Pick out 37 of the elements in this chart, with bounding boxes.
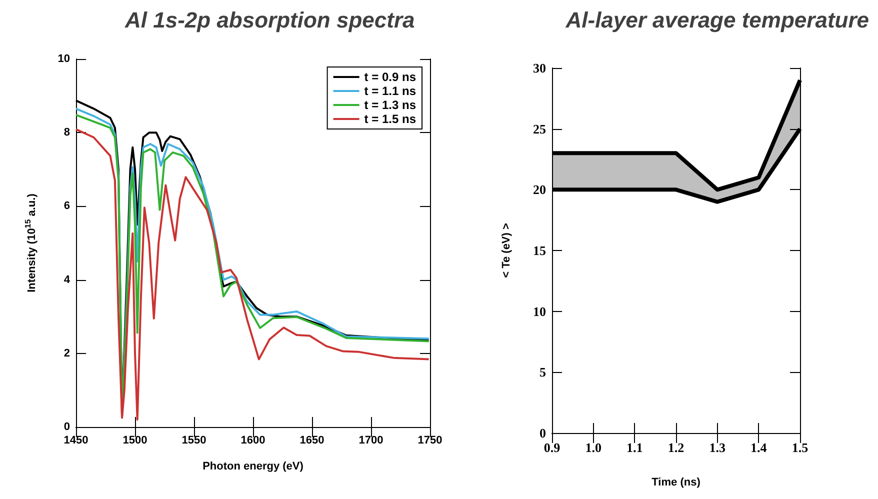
y-tick-label: 15	[533, 243, 546, 258]
legend-label: t = 0.9 ns	[364, 70, 416, 84]
x-tick-label: 1550	[182, 434, 206, 446]
x-axis-title: Time (ns)	[652, 476, 701, 488]
x-tick-label: 1.0	[585, 440, 602, 455]
chart-title: Al-layer average temperature	[564, 8, 870, 32]
y-tick-label: 2	[64, 347, 70, 360]
y-tick-label: 5	[540, 364, 546, 380]
y-tick-label: 10	[533, 304, 546, 319]
y-tick-label: 0	[540, 426, 546, 440]
x-tick-label: 0.9	[544, 440, 561, 455]
x-tick-label: 1.2	[668, 440, 684, 455]
y-tick-label: 25	[533, 121, 546, 136]
chart-title: Al 1s-2p absorption spectra	[124, 8, 415, 32]
x-tick-label: 1750	[418, 434, 442, 446]
legend-label: t = 1.5 ns	[364, 112, 416, 126]
x-tick-label: 1.1	[626, 440, 643, 455]
y-tick-label: 8	[64, 126, 70, 139]
x-axis-title: Photon energy (eV)	[202, 460, 304, 472]
legend-label: t = 1.1 ns	[364, 84, 416, 98]
x-tick-label: 1.4	[750, 440, 768, 455]
x-tick-label: 1700	[358, 434, 384, 446]
x-tick-label: 1.3	[709, 440, 726, 455]
y-tick-label: 0	[64, 421, 70, 433]
x-tick-label: 1500	[122, 434, 148, 446]
y-tick-label: 30	[533, 60, 546, 76]
y-tick-label: 6	[64, 200, 70, 212]
x-tick-label: 1450	[64, 434, 88, 446]
legend-label: t = 1.3 ns	[364, 98, 416, 112]
y-axis-title: Intensity (1015 a.u.)	[24, 193, 38, 292]
y-tick-label: 10	[58, 53, 70, 65]
x-tick-label: 1650	[300, 434, 324, 446]
y-tick-label: 20	[533, 182, 546, 198]
y-tick-label: 4	[64, 274, 71, 286]
x-tick-label: 1600	[240, 434, 266, 446]
y-axis-title: < Te (eV) >	[500, 223, 512, 278]
x-tick-label: 1.5	[792, 440, 809, 455]
